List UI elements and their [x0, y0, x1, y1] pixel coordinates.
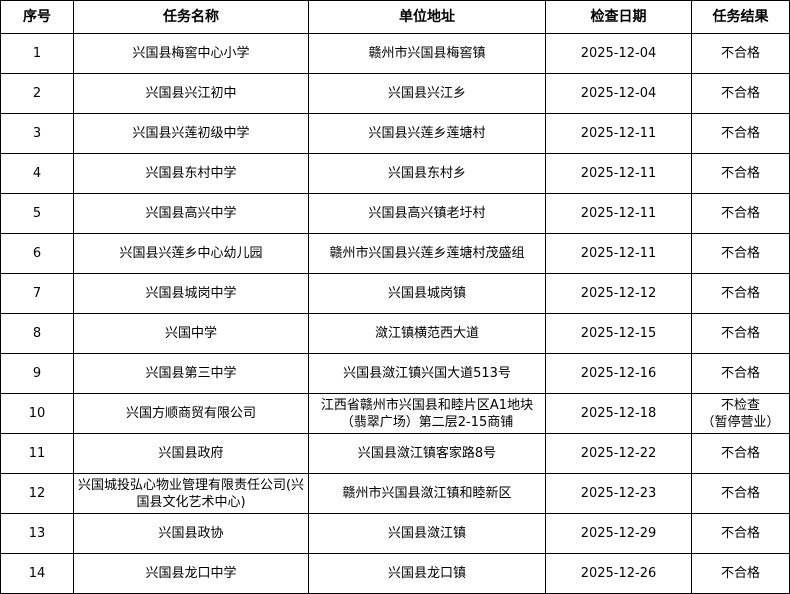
cell-result: 不合格	[691, 113, 790, 154]
cell-address: 兴国县高兴镇老圩村	[308, 193, 546, 234]
cell-date: 2025-12-12	[545, 273, 692, 314]
header-col-task-name: 任务名称	[73, 0, 309, 34]
cell-date: 2025-12-04	[545, 73, 692, 114]
cell-task-name: 兴国县兴莲乡中心幼儿园	[73, 233, 309, 274]
cell-task-name: 兴国中学	[73, 313, 309, 354]
table-row: 13 兴国县政协 兴国县潋江镇 2025-12-29 不合格	[0, 513, 790, 554]
cell-index: 12	[0, 473, 74, 514]
cell-task-name: 兴国方顺商贸有限公司	[73, 393, 309, 434]
table-row: 14 兴国县龙口中学 兴国县龙口镇 2025-12-26 不合格	[0, 553, 790, 594]
cell-task-name: 兴国县高兴中学	[73, 193, 309, 234]
header-col-address: 单位地址	[308, 0, 546, 34]
cell-date: 2025-12-18	[545, 393, 692, 434]
cell-task-name: 兴国县兴江初中	[73, 73, 309, 114]
table-row: 4 兴国县东村中学 兴国县东村乡 2025-12-11 不合格	[0, 153, 790, 194]
cell-index: 8	[0, 313, 74, 354]
cell-date: 2025-12-04	[545, 33, 692, 74]
cell-index: 1	[0, 33, 74, 74]
header-col-result: 任务结果	[691, 0, 790, 34]
table-row: 11 兴国县政府 兴国县潋江镇客家路8号 2025-12-22 不合格	[0, 433, 790, 474]
table-row: 7 兴国县城岗中学 兴国县城岗镇 2025-12-12 不合格	[0, 273, 790, 314]
cell-index: 10	[0, 393, 74, 434]
cell-address: 赣州市兴国县梅窖镇	[308, 33, 546, 74]
table-row: 6 兴国县兴莲乡中心幼儿园 赣州市兴国县兴莲乡莲塘村茂盛组 2025-12-11 不合格	[0, 233, 790, 274]
cell-address: 兴国县城岗镇	[308, 273, 546, 314]
cell-index: 9	[0, 353, 74, 394]
cell-result: 不合格	[691, 153, 790, 194]
cell-address: 兴国县东村乡	[308, 153, 546, 194]
cell-result: 不合格	[691, 513, 790, 554]
cell-index: 5	[0, 193, 74, 234]
cell-index: 6	[0, 233, 74, 274]
cell-date: 2025-12-16	[545, 353, 692, 394]
cell-address: 潋江镇横范西大道	[308, 313, 546, 354]
cell-task-name: 兴国县兴莲初级中学	[73, 113, 309, 154]
cell-address: 兴国县龙口镇	[308, 553, 546, 594]
table-row: 3 兴国县兴莲初级中学 兴国县兴莲乡莲塘村 2025-12-11 不合格	[0, 113, 790, 154]
cell-address: 兴国县潋江镇兴国大道513号	[308, 353, 546, 394]
cell-result: 不合格	[691, 73, 790, 114]
cell-result: 不合格	[691, 473, 790, 514]
cell-date: 2025-12-22	[545, 433, 692, 474]
header-row: 序号 任务名称 单位地址 检查日期 任务结果	[0, 0, 790, 34]
cell-task-name: 兴国县第三中学	[73, 353, 309, 394]
cell-date: 2025-12-11	[545, 153, 692, 194]
cell-task-name: 兴国县政府	[73, 433, 309, 474]
cell-date: 2025-12-15	[545, 313, 692, 354]
table-row: 8 兴国中学 潋江镇横范西大道 2025-12-15 不合格	[0, 313, 790, 354]
cell-date: 2025-12-11	[545, 233, 692, 274]
cell-address: 赣州市兴国县潋江镇和睦新区	[308, 473, 546, 514]
table-row: 10 兴国方顺商贸有限公司 江西省赣州市兴国县和睦片区A1地块（翡翠广场）第二层2-…	[0, 393, 790, 434]
cell-date: 2025-12-29	[545, 513, 692, 554]
cell-task-name: 兴国城投弘心物业管理有限责任公司(兴国县文化艺术中心)	[73, 473, 309, 514]
cell-date: 2025-12-11	[545, 193, 692, 234]
table-row: 2 兴国县兴江初中 兴国县兴江乡 2025-12-04 不合格	[0, 73, 790, 114]
cell-address: 兴国县潋江镇客家路8号	[308, 433, 546, 474]
cell-address: 赣州市兴国县兴莲乡莲塘村茂盛组	[308, 233, 546, 274]
cell-index: 13	[0, 513, 74, 554]
cell-task-name: 兴国县东村中学	[73, 153, 309, 194]
cell-result: 不合格	[691, 33, 790, 74]
cell-index: 14	[0, 553, 74, 594]
table-row: 1 兴国县梅窖中心小学 赣州市兴国县梅窖镇 2025-12-04 不合格	[0, 33, 790, 74]
table-row: 5 兴国县高兴中学 兴国县高兴镇老圩村 2025-12-11 不合格	[0, 193, 790, 234]
cell-result: 不合格	[691, 353, 790, 394]
cell-result: 不合格	[691, 273, 790, 314]
cell-task-name: 兴国县政协	[73, 513, 309, 554]
cell-result: 不合格	[691, 193, 790, 234]
cell-result: 不检查 （暂停营业）	[691, 393, 790, 434]
cell-index: 2	[0, 73, 74, 114]
header-col-date: 检查日期	[545, 0, 692, 34]
cell-task-name: 兴国县梅窖中心小学	[73, 33, 309, 74]
cell-task-name: 兴国县龙口中学	[73, 553, 309, 594]
cell-index: 4	[0, 153, 74, 194]
cell-date: 2025-12-11	[545, 113, 692, 154]
cell-address: 兴国县兴莲乡莲塘村	[308, 113, 546, 154]
cell-index: 3	[0, 113, 74, 154]
table-row: 12 兴国城投弘心物业管理有限责任公司(兴国县文化艺术中心) 赣州市兴国县潋江镇和睦…	[0, 473, 790, 514]
table-row: 9 兴国县第三中学 兴国县潋江镇兴国大道513号 2025-12-16 不合格	[0, 353, 790, 394]
cell-task-name: 兴国县城岗中学	[73, 273, 309, 314]
cell-date: 2025-12-26	[545, 553, 692, 594]
cell-index: 7	[0, 273, 74, 314]
cell-result: 不合格	[691, 553, 790, 594]
cell-index: 11	[0, 433, 74, 474]
cell-result: 不合格	[691, 433, 790, 474]
cell-date: 2025-12-23	[545, 473, 692, 514]
cell-address: 兴国县潋江镇	[308, 513, 546, 554]
cell-result: 不合格	[691, 233, 790, 274]
cell-result: 不合格	[691, 313, 790, 354]
cell-address: 江西省赣州市兴国县和睦片区A1地块（翡翠广场）第二层2-15商铺	[308, 393, 546, 434]
header-col-index: 序号	[0, 0, 74, 34]
cell-address: 兴国县兴江乡	[308, 73, 546, 114]
